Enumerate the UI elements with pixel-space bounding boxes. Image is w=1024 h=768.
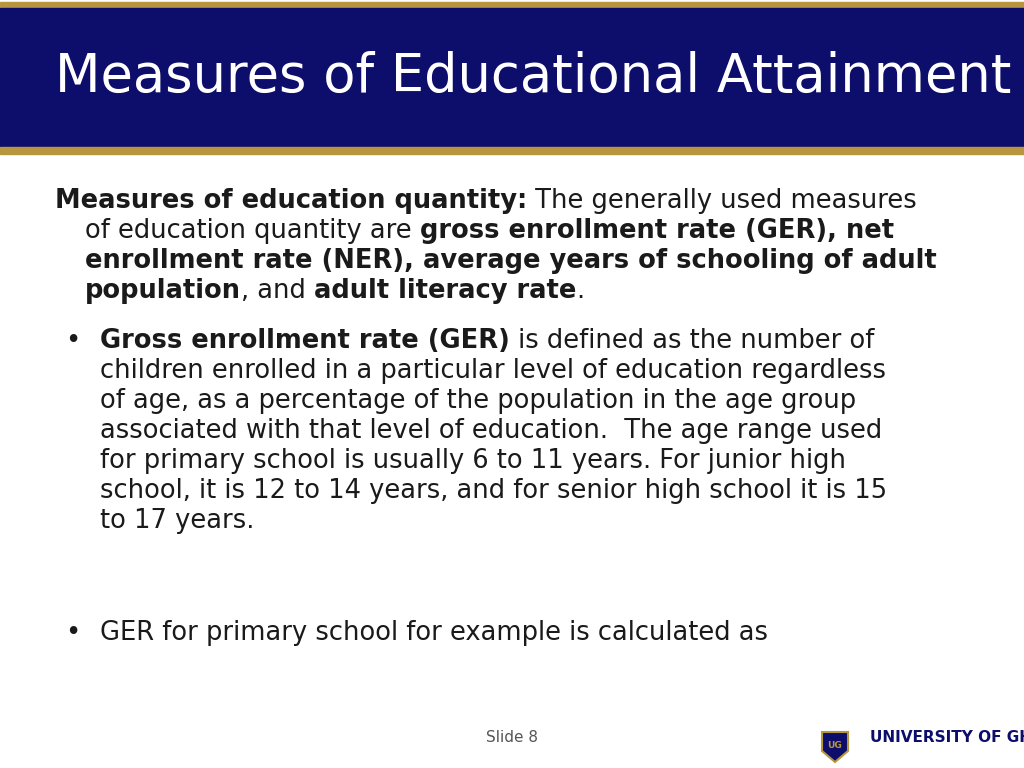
Text: UG: UG: [827, 741, 843, 750]
Text: of age, as a percentage of the population in the age group: of age, as a percentage of the populatio…: [100, 388, 856, 414]
Text: •: •: [65, 328, 80, 354]
Text: for primary school is usually 6 to 11 years. For junior high: for primary school is usually 6 to 11 ye…: [100, 448, 846, 474]
Text: of education quantity are: of education quantity are: [85, 218, 420, 244]
Bar: [0, 147, 1024, 154]
Text: Measures of Educational Attainment: Measures of Educational Attainment: [55, 51, 1012, 103]
Text: school, it is 12 to 14 years, and for senior high school it is 15: school, it is 12 to 14 years, and for se…: [100, 478, 887, 504]
Text: gross enrollment rate (GER),: gross enrollment rate (GER),: [420, 218, 837, 244]
Text: average years of schooling of adult: average years of schooling of adult: [414, 248, 937, 274]
Bar: [0, 2, 1024, 12]
Text: adult literacy rate: adult literacy rate: [314, 278, 577, 304]
Bar: [0, 8, 1024, 148]
Text: UNIVERSITY OF GHANA: UNIVERSITY OF GHANA: [870, 730, 1024, 746]
Text: Measures of education quantity:: Measures of education quantity:: [55, 188, 527, 214]
Text: population: population: [85, 278, 241, 304]
Text: is defined as the number of: is defined as the number of: [510, 328, 874, 354]
Text: The generally used measures: The generally used measures: [527, 188, 918, 214]
Text: .: .: [577, 278, 585, 304]
Text: •: •: [65, 620, 80, 646]
Polygon shape: [822, 732, 848, 762]
Text: enrollment rate (NER),: enrollment rate (NER),: [85, 248, 414, 274]
Text: net: net: [837, 218, 894, 244]
Text: to 17 years.: to 17 years.: [100, 508, 254, 534]
Text: Slide 8: Slide 8: [486, 730, 538, 746]
Text: children enrolled in a particular level of education regardless: children enrolled in a particular level …: [100, 358, 886, 384]
Text: Gross enrollment rate (GER): Gross enrollment rate (GER): [100, 328, 510, 354]
Text: associated with that level of education.  The age range used: associated with that level of education.…: [100, 418, 883, 444]
Text: , and: , and: [241, 278, 314, 304]
Text: GER for primary school for example is calculated as: GER for primary school for example is ca…: [100, 620, 768, 646]
